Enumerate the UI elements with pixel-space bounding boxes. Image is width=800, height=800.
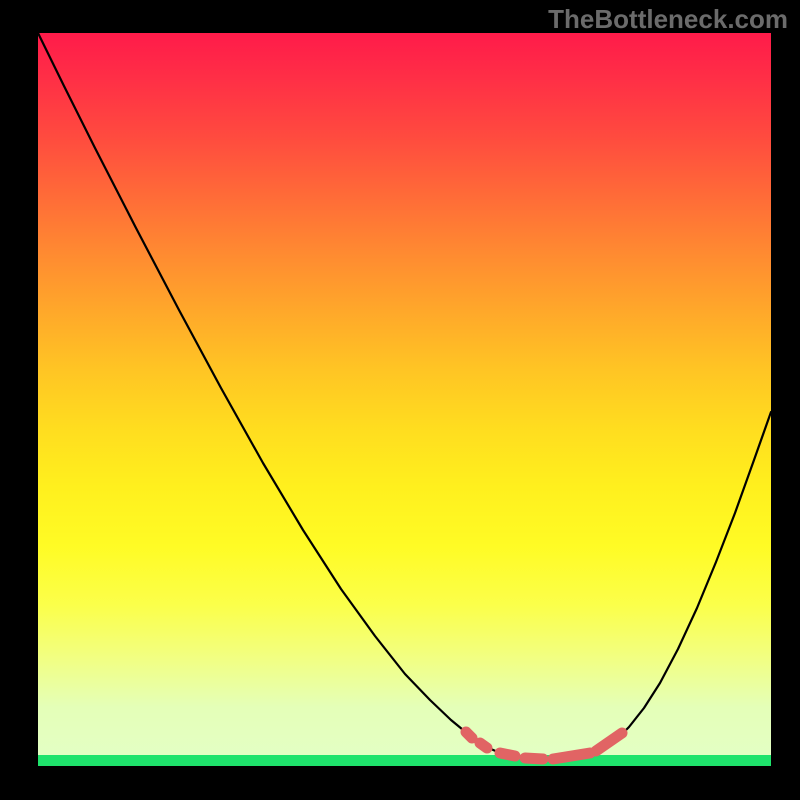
chart-svg [0,0,800,800]
highlight-dash [500,753,515,756]
highlight-dash [480,743,487,748]
watermark-text: TheBottleneck.com [548,4,788,35]
highlight-dash [525,758,543,759]
green-band [38,755,771,766]
highlight-dash [553,753,590,759]
gradient-background [38,33,771,766]
highlight-dash [466,732,472,738]
